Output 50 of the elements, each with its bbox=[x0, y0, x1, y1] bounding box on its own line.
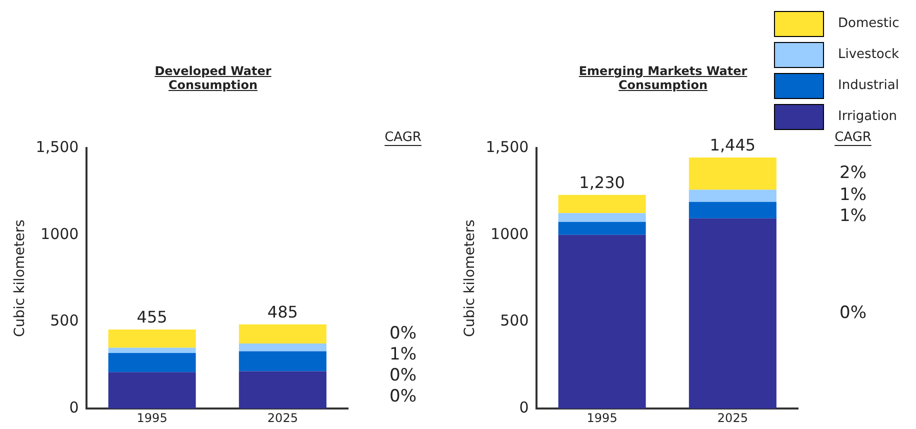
y-tick-label: 1000 bbox=[40, 224, 79, 243]
y-axis-title: Cubic kilometers bbox=[462, 220, 478, 338]
bar bbox=[688, 202, 776, 218]
text: 0% bbox=[390, 386, 416, 406]
total-label: 1,230 bbox=[579, 173, 625, 192]
bar bbox=[688, 218, 776, 409]
bar bbox=[688, 190, 776, 202]
bar bbox=[238, 324, 326, 344]
chart-title: Emerging Markets Water Consumption bbox=[578, 64, 748, 92]
legend-label: Domestic bbox=[838, 16, 900, 31]
text: 2% bbox=[840, 163, 866, 184]
y-tick-label: 1,500 bbox=[486, 138, 529, 156]
y-axis-title: Cubic kilometers bbox=[12, 220, 28, 338]
x-tick-label: 1995 bbox=[136, 410, 168, 425]
y-tick-label: 0 bbox=[69, 398, 79, 416]
legend-label: Livestock bbox=[838, 47, 900, 62]
bar bbox=[238, 371, 326, 409]
chart-title: Developed Water Consumption bbox=[154, 64, 272, 92]
bar bbox=[108, 348, 196, 354]
bar bbox=[108, 372, 196, 409]
legend-label: Industrial bbox=[838, 78, 900, 93]
y-tick-label: 500 bbox=[500, 312, 529, 330]
y-tick-label: 0 bbox=[519, 398, 529, 416]
bar bbox=[558, 213, 646, 222]
y-tick-label: 1000 bbox=[490, 224, 529, 243]
total-label: 455 bbox=[136, 308, 168, 327]
bar bbox=[688, 158, 776, 190]
bar bbox=[238, 343, 326, 352]
bar bbox=[558, 234, 646, 409]
text: 0% bbox=[840, 302, 866, 323]
text: CAGR bbox=[834, 130, 872, 145]
y-tick-label: 500 bbox=[50, 312, 79, 330]
text: 1% bbox=[840, 185, 866, 206]
x-tick-label: 2025 bbox=[267, 410, 298, 425]
bar bbox=[108, 353, 196, 372]
bar bbox=[238, 351, 326, 372]
total-label: 485 bbox=[267, 302, 298, 322]
y-tick-label: 1,500 bbox=[36, 138, 79, 156]
bar bbox=[558, 194, 646, 214]
bar bbox=[108, 330, 196, 348]
text: 0% bbox=[390, 365, 416, 386]
total-label: 1,445 bbox=[710, 136, 756, 155]
text: 1% bbox=[840, 206, 866, 226]
text: CAGR bbox=[384, 130, 422, 145]
text: Irrigation bbox=[838, 109, 898, 124]
x-tick-label: 1995 bbox=[586, 410, 618, 425]
text: 1% bbox=[390, 344, 416, 364]
bar bbox=[558, 222, 646, 235]
x-tick-label: 2025 bbox=[717, 410, 748, 425]
text: 0% bbox=[390, 323, 416, 344]
